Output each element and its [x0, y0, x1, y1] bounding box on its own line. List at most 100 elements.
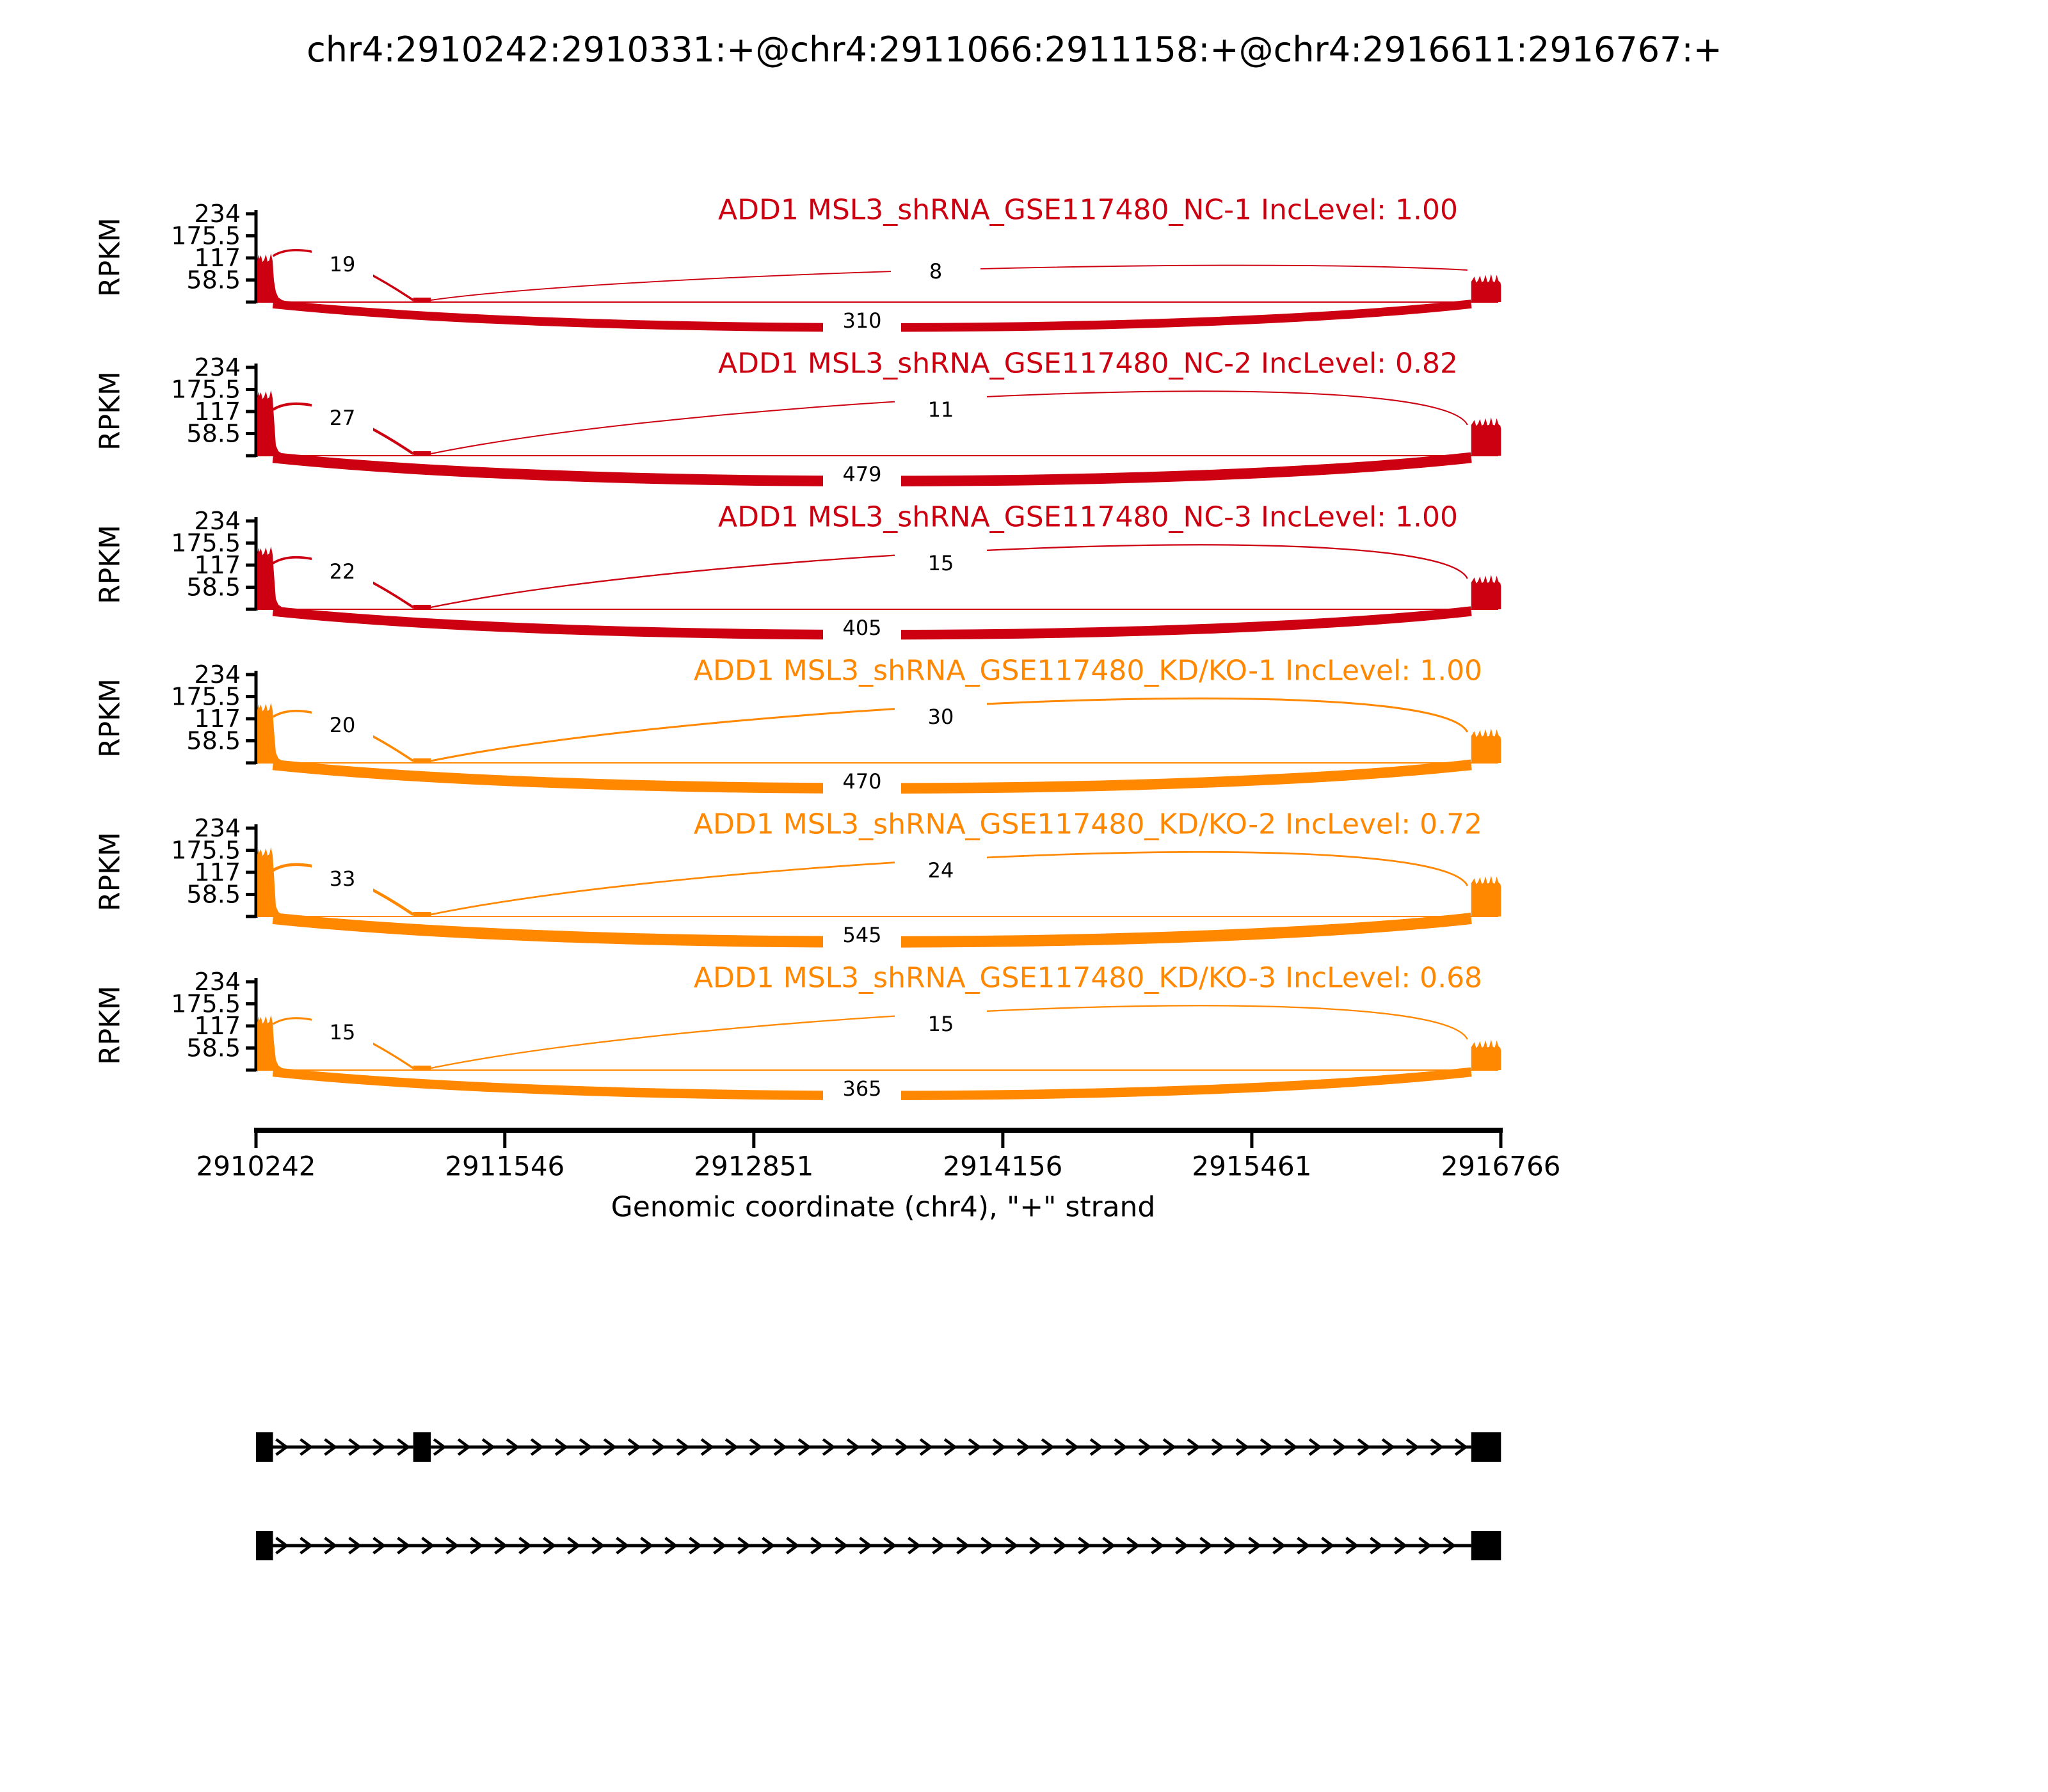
- y-tick-label: 234: [194, 353, 241, 381]
- exon3-coverage: [1471, 1039, 1501, 1070]
- y-tick-label: 175.5: [171, 529, 241, 557]
- strand-arrow-icon: [481, 1438, 495, 1456]
- strand-arrow-icon: [603, 1438, 617, 1456]
- strand-arrow-icon: [689, 1537, 703, 1555]
- label-gap: [823, 1075, 901, 1103]
- y-tick-label: 234: [194, 968, 241, 996]
- strand-arrow-icon: [494, 1537, 508, 1555]
- strand-arrow-icon: [980, 1537, 995, 1555]
- junction-count-exon2-exon3: 24: [928, 858, 954, 883]
- strand-arrow-icon: [676, 1438, 690, 1456]
- y-axis-label: RPKM: [94, 218, 127, 297]
- strand-arrow-icon: [518, 1537, 532, 1555]
- junction-count-exon1-exon3: 310: [842, 308, 881, 333]
- strand-arrow-icon: [421, 1537, 435, 1555]
- y-tick-label: 175.5: [171, 836, 241, 865]
- y-tick-label: 58.5: [186, 881, 241, 909]
- y-axis-label: RPKM: [94, 678, 127, 758]
- strand-arrow-icon: [275, 1438, 289, 1456]
- sashimi-track-1: ADD1 MSL3_shRNA_GSE117480_NC-1 IncLevel:…: [94, 194, 1501, 335]
- strand-arrow-icon: [1029, 1537, 1043, 1555]
- sashimi-track-3: ADD1 MSL3_shRNA_GSE117480_NC-3 IncLevel:…: [94, 501, 1501, 643]
- strand-arrow-icon: [1443, 1537, 1457, 1555]
- isoform-model-1: [256, 1432, 1501, 1462]
- track-title: ADD1 MSL3_shRNA_GSE117480_NC-1 IncLevel:…: [718, 194, 1458, 227]
- strand-arrow-icon: [506, 1438, 520, 1456]
- junction-count-exon1-exon3: 405: [842, 616, 881, 640]
- junction-count-exon2-exon3: 30: [928, 705, 954, 729]
- y-tick-label: 234: [194, 814, 241, 842]
- exon1-coverage: [257, 847, 292, 916]
- strand-arrow-icon: [1430, 1438, 1444, 1456]
- y-tick-label: 58.5: [186, 727, 241, 755]
- strand-arrow-icon: [554, 1438, 568, 1456]
- track-title: ADD1 MSL3_shRNA_GSE117480_KD/KO-3 IncLev…: [694, 962, 1482, 995]
- strand-arrow-icon: [700, 1438, 714, 1456]
- strand-arrow-icon: [919, 1438, 933, 1456]
- track-title: ADD1 MSL3_shRNA_GSE117480_NC-2 IncLevel:…: [718, 348, 1458, 380]
- strand-arrow-icon: [1041, 1438, 1055, 1456]
- x-tick-label: 2916766: [1441, 1151, 1560, 1182]
- y-tick-label: 234: [194, 507, 241, 535]
- strand-arrow-icon: [300, 1537, 314, 1555]
- strand-arrow-icon: [1284, 1438, 1298, 1456]
- strand-arrow-icon: [773, 1438, 787, 1456]
- strand-arrow-icon: [275, 1537, 289, 1555]
- strand-arrow-icon: [1405, 1438, 1420, 1456]
- strand-arrow-icon: [1345, 1537, 1359, 1555]
- label-gap: [312, 246, 373, 284]
- label-gap: [823, 460, 901, 489]
- strand-arrow-icon: [1053, 1537, 1068, 1555]
- label-gap: [895, 1006, 987, 1042]
- strand-arrow-icon: [397, 1537, 411, 1555]
- track-title: ADD1 MSL3_shRNA_GSE117480_NC-3 IncLevel:…: [718, 501, 1458, 534]
- junction-count-exon1-exon2: 15: [330, 1020, 356, 1044]
- x-axis-label: Genomic coordinate (chr4), "+" strand: [611, 1191, 1156, 1224]
- label-gap: [312, 707, 373, 745]
- y-tick-label: 117: [194, 705, 241, 733]
- strand-arrow-icon: [530, 1438, 544, 1456]
- label-gap: [891, 255, 980, 288]
- sashimi-track-4: ADD1 MSL3_shRNA_GSE117480_KD/KO-1 IncLev…: [94, 655, 1501, 796]
- sashimi-track-6: ADD1 MSL3_shRNA_GSE117480_KD/KO-3 IncLev…: [94, 962, 1501, 1103]
- exon3-coverage: [1471, 575, 1501, 609]
- y-tick-label: 175.5: [171, 683, 241, 711]
- strand-arrow-icon: [1308, 1438, 1322, 1456]
- strand-arrow-icon: [627, 1438, 641, 1456]
- strand-arrow-icon: [835, 1537, 849, 1555]
- strand-arrow-icon: [1357, 1438, 1371, 1456]
- exon1-coverage: [257, 702, 292, 763]
- transcript-exon-box: [1471, 1531, 1501, 1560]
- y-tick-label: 117: [194, 551, 241, 579]
- strand-arrow-icon: [1454, 1438, 1468, 1456]
- junction-count-exon1-exon3: 479: [842, 462, 881, 486]
- exon1-coverage: [257, 546, 292, 609]
- label-gap: [895, 392, 987, 428]
- strand-arrow-icon: [1321, 1537, 1335, 1555]
- label-gap: [823, 307, 901, 335]
- strand-arrow-icon: [433, 1438, 447, 1456]
- strand-arrow-icon: [1394, 1537, 1408, 1555]
- strand-arrow-icon: [1370, 1537, 1384, 1555]
- strand-arrow-icon: [640, 1537, 654, 1555]
- junction-arc-exon2-exon3: [430, 697, 1469, 762]
- strand-arrow-icon: [992, 1438, 1006, 1456]
- strand-arrow-icon: [713, 1537, 727, 1555]
- strand-arrow-icon: [1199, 1537, 1213, 1555]
- isoform-model-2: [256, 1531, 1501, 1560]
- junction-count-exon1-exon3: 470: [842, 769, 881, 794]
- strand-arrow-icon: [579, 1438, 593, 1456]
- strand-arrow-icon: [470, 1537, 484, 1555]
- strand-arrow-icon: [1381, 1438, 1395, 1456]
- strand-arrow-icon: [324, 1438, 338, 1456]
- strand-arrow-icon: [968, 1438, 982, 1456]
- strand-arrow-icon: [797, 1438, 812, 1456]
- junction-count-exon1-exon3: 365: [842, 1076, 881, 1101]
- label-gap: [312, 399, 373, 438]
- strand-arrow-icon: [859, 1537, 873, 1555]
- strand-arrow-icon: [908, 1537, 922, 1555]
- junction-arc-exon2-exon3: [430, 544, 1468, 609]
- strand-arrow-icon: [543, 1537, 557, 1555]
- strand-arrow-icon: [1187, 1438, 1201, 1456]
- strand-arrow-icon: [324, 1537, 338, 1555]
